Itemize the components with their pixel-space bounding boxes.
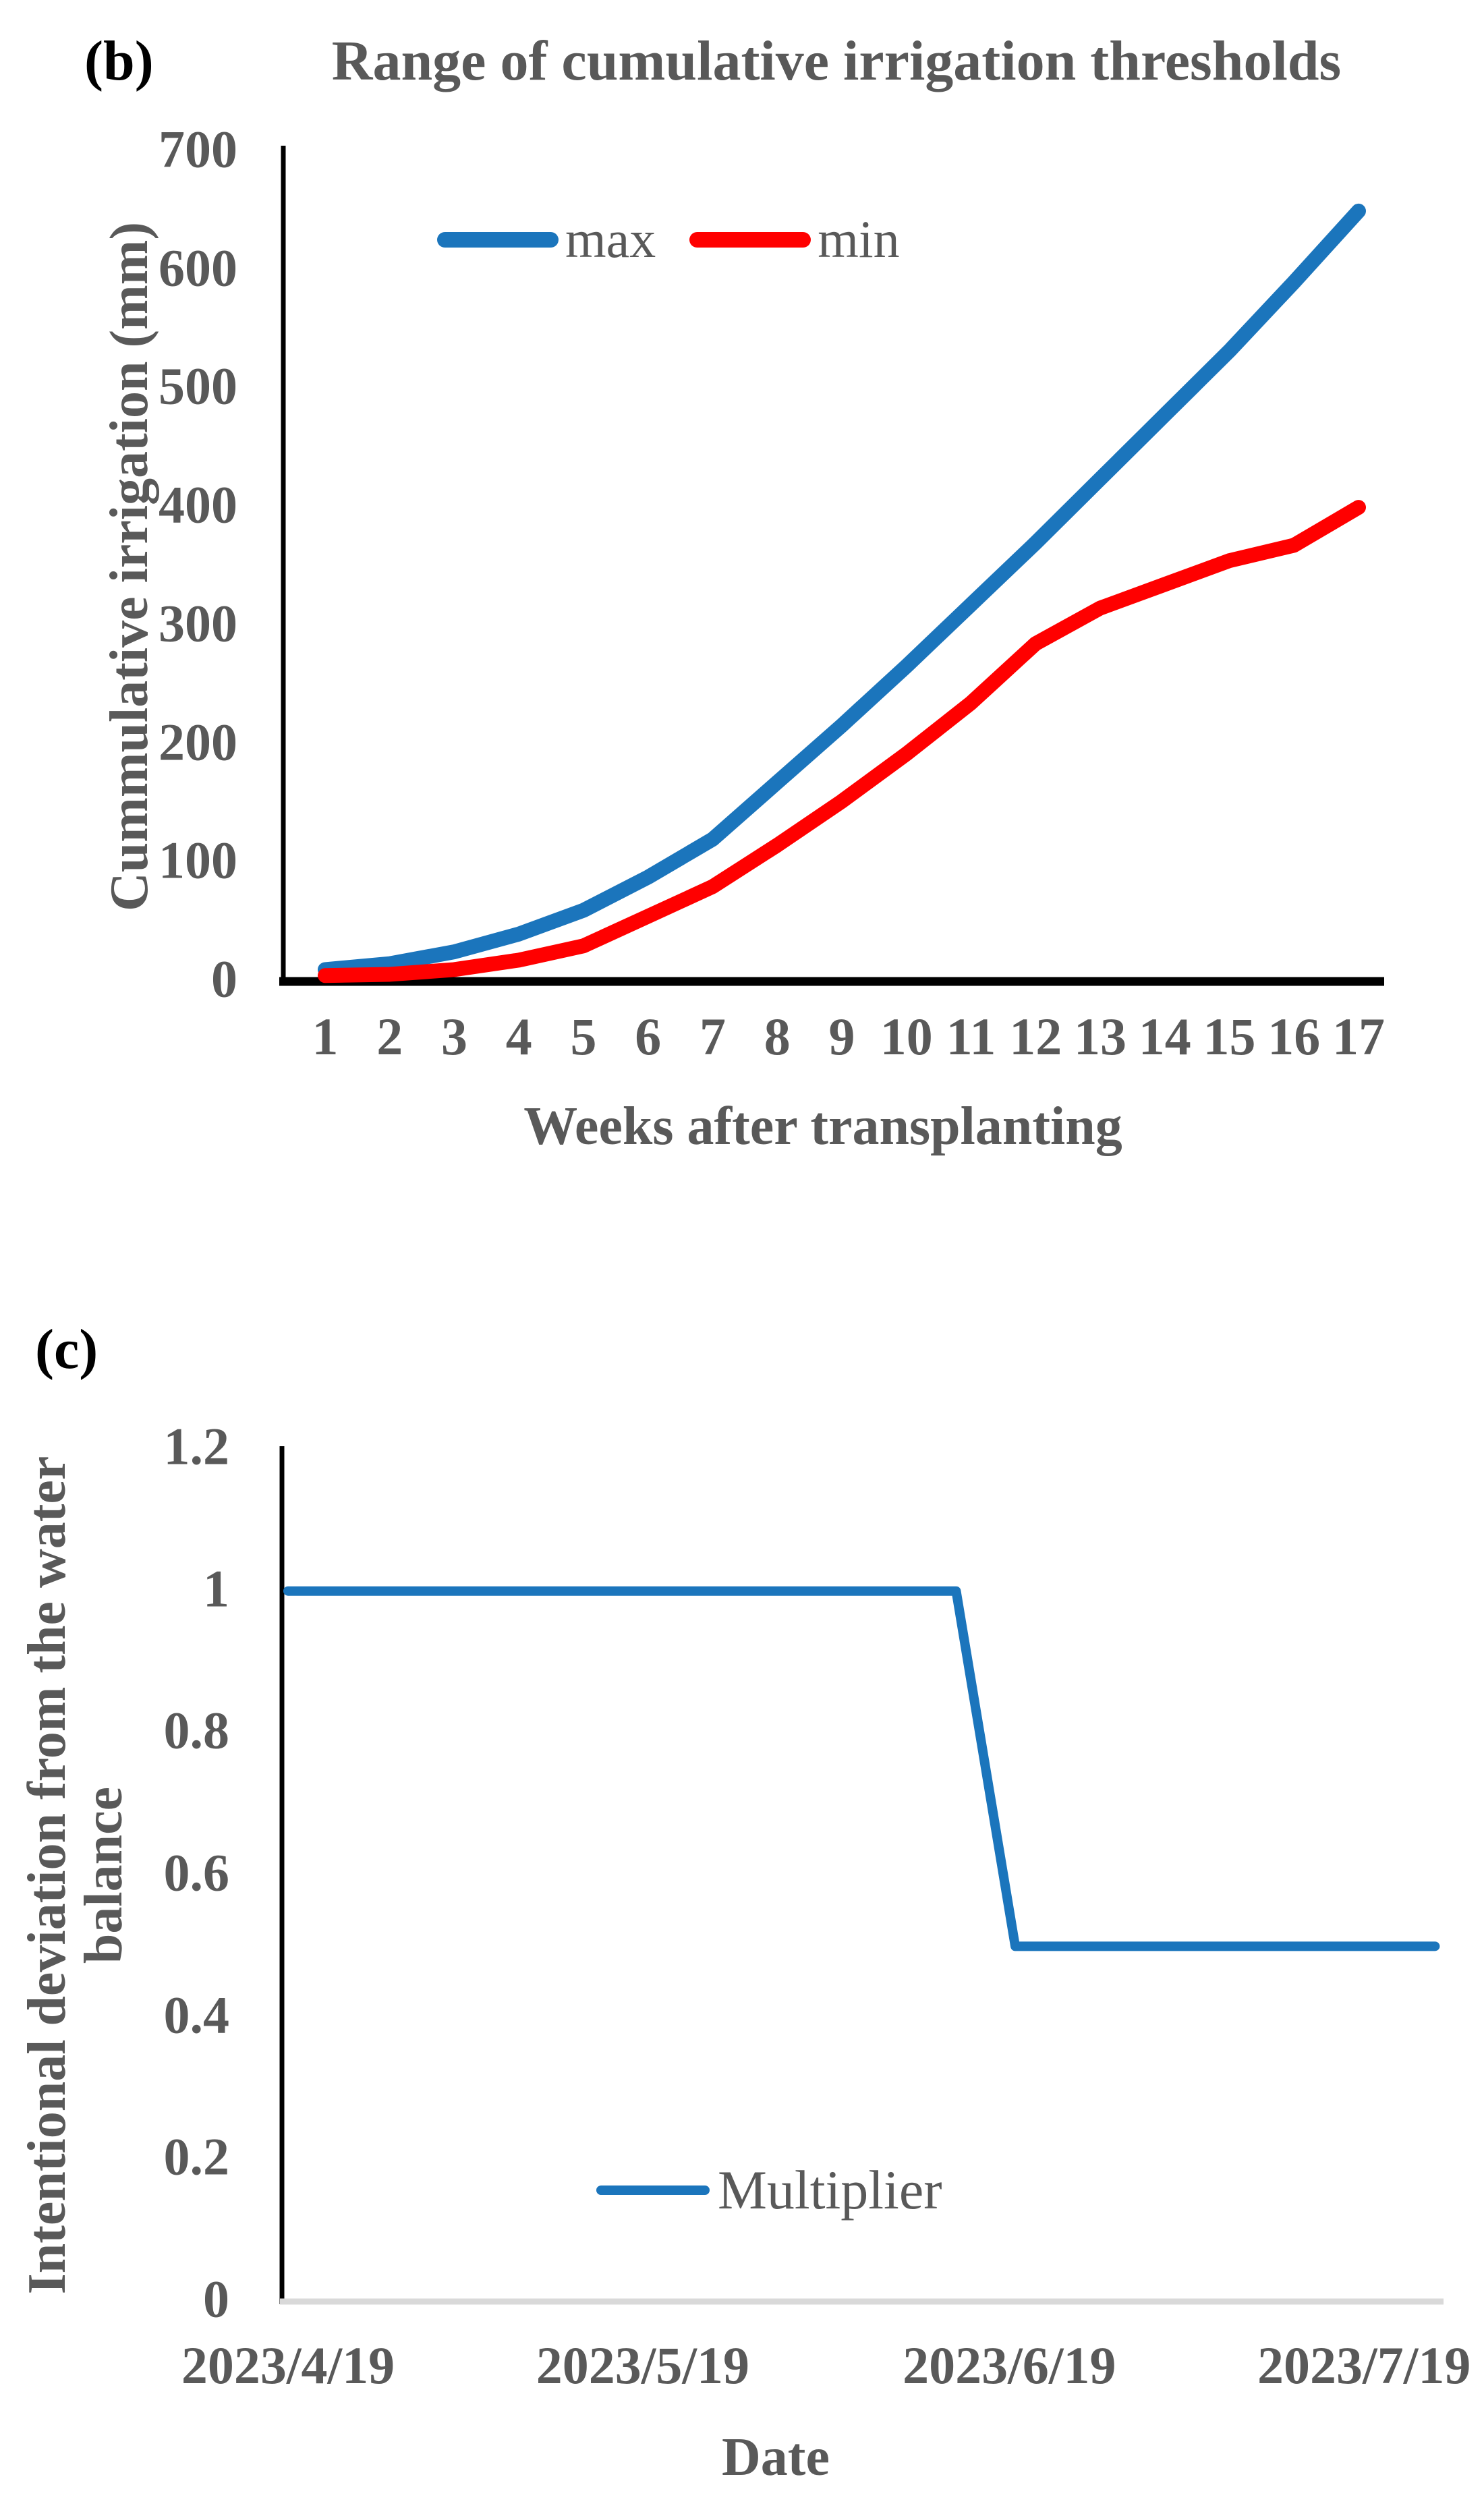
chart-b-x-tick-label: 4 [505,1007,532,1066]
panel-label-b: (b) [84,30,154,92]
chart-c-y-tick-label: 0.2 [163,2127,230,2186]
chart-b-x-tick-label: 15 [1203,1007,1256,1066]
chart-c-y-tick-label: 1 [203,1559,229,1618]
chart-b-y-tick-label: 300 [159,594,237,653]
chart-b-x-tick-label: 12 [1009,1007,1062,1066]
chart-b-title: Range of cumulative irrigation threshold… [331,30,1342,92]
min-legend-swatch [689,231,811,248]
chart-b-x-tick-label: 10 [880,1007,933,1066]
chart-c-y-tick-label: 1.2 [163,1417,230,1476]
chart-b-x-tick-label: 9 [828,1007,855,1066]
chart-b-legend: max min [437,210,900,268]
chart-b-y-tick-label: 0 [211,949,237,1008]
multiplier-legend-label: Multiplier [718,2159,942,2221]
chart-b-x-tick-label: 5 [570,1007,597,1066]
chart-b-y-tick-label: 200 [159,712,237,771]
min-line [318,500,1366,983]
chart-b-y-tick-label: 700 [159,119,237,179]
chart-b-x-axis-title: Weeks after transplanting [523,1097,1122,1156]
panel-label-c: (c) [35,1318,98,1381]
chart-b-x-tick-label: 14 [1138,1007,1191,1066]
multiplier-line [283,1586,1440,1951]
min-legend-label: min [818,210,900,268]
chart-c-legend: Multiplier [596,2159,942,2221]
chart-b-y-tick-label: 100 [159,830,237,890]
chart-b-x-tick-label: 8 [764,1007,791,1066]
chart-b-x-tick-label: 3 [441,1007,467,1066]
max-legend-swatch [437,231,559,248]
chart-b-x-tick-label: 13 [1074,1007,1126,1066]
chart-c-y-tick-label: 0.8 [163,1701,230,1760]
chart-b-x-tick-label: 16 [1267,1007,1321,1066]
chart-c-y-tick-label: 0.6 [163,1843,230,1902]
chart-c-y-tick-label: 0.4 [163,1985,230,2045]
chart-b-y-tick-label: 600 [159,238,237,297]
chart-b-x-tick-label: 1 [312,1007,339,1066]
max-legend-label: max [565,210,656,268]
multiplier-legend-swatch [596,2186,710,2195]
chart-b-x-tick-label: 2 [376,1007,403,1066]
chart-c-x-tick-label: 2023/4/19 [181,2336,395,2395]
chart-c-y-tick-label: 0 [203,2269,229,2329]
chart-b-x-tick-label: 11 [946,1007,996,1066]
chart-c-x-tick-label: 2023/5/19 [536,2336,750,2395]
chart-b-x-tick-label: 7 [700,1007,726,1066]
chart-b-x-tick-label: 17 [1332,1007,1385,1066]
max-line [318,203,1366,977]
chart-c-x-tick-label: 2023/7/19 [1257,2336,1471,2395]
chart-c-x-tick-label: 2023/6/19 [903,2336,1116,2395]
chart-c-x-axis-title: Date [722,2428,830,2487]
chart-b-x-tick-label: 6 [635,1007,662,1066]
chart-b-y-tick-label: 400 [159,475,237,534]
chart-b-y-tick-label: 500 [159,356,237,416]
